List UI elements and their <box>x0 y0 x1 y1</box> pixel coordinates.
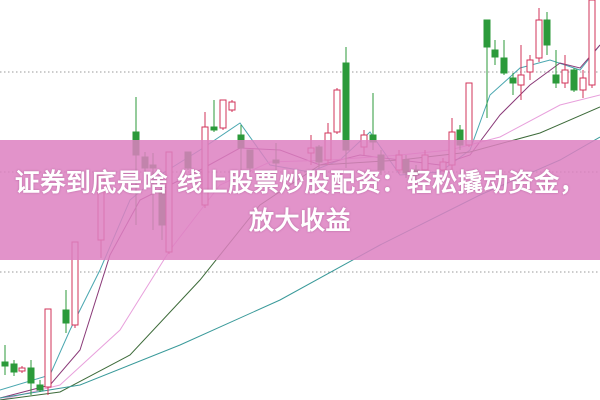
candle-up-body <box>333 89 341 133</box>
candle-up-body <box>561 69 569 84</box>
candle-down-body <box>1 361 9 367</box>
candle-up-body <box>517 74 525 86</box>
candle-down-body <box>491 49 499 58</box>
candle-up-body <box>18 367 26 372</box>
candle-up-body <box>579 77 587 91</box>
candle-up-body <box>465 82 473 146</box>
candle-up-body <box>228 101 236 111</box>
candle-down-body <box>342 62 350 151</box>
banner-title: 证券到底是啥 线上股票炒股配资：轻松撬动资金，放大收益 <box>14 168 586 235</box>
candle-down-body <box>500 57 508 74</box>
candle-down-body <box>27 367 35 384</box>
candle-down-body <box>509 77 517 84</box>
candle-down-body <box>552 74 560 84</box>
candle-down-body <box>62 309 70 324</box>
candle-down-body <box>543 19 551 46</box>
candle-down-body <box>570 69 578 91</box>
candle-up-body <box>219 99 227 129</box>
candle-up-body <box>535 19 543 59</box>
candle-up-body <box>44 308 52 388</box>
candle-down-body <box>483 19 491 48</box>
title-banner <box>0 140 600 260</box>
candle-up-body <box>588 0 596 86</box>
candle-down-body <box>210 126 218 131</box>
candle-down-body <box>10 363 18 373</box>
candle-down-body <box>36 384 44 391</box>
candle-up-body <box>526 59 534 73</box>
